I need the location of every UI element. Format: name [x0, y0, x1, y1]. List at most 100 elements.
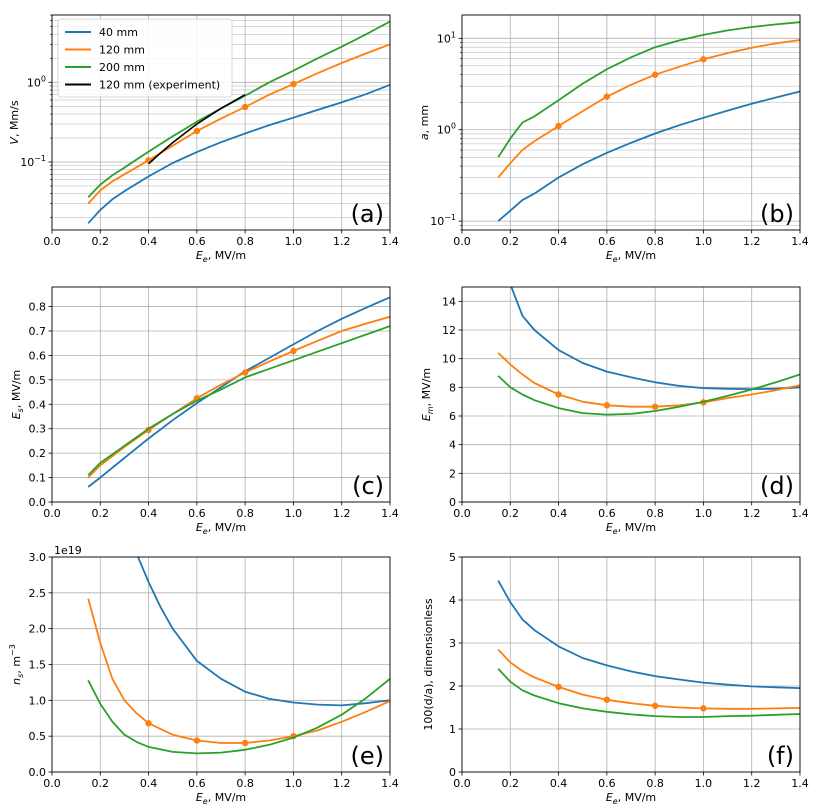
- y-axis-label-group: ns, m−3: [8, 644, 25, 685]
- data-point-marker: [145, 720, 152, 727]
- y-tick-label: 12: [442, 324, 456, 337]
- grid-b: [461, 15, 801, 231]
- legend-label: 40 mm: [99, 26, 138, 39]
- x-tick-label: 1.4: [381, 235, 399, 248]
- series-line-40-mm: [510, 287, 800, 391]
- y-tick-label: 1: [449, 723, 456, 736]
- x-tick-label: 0.8: [236, 777, 254, 790]
- data-point-marker: [193, 737, 201, 744]
- data-point-marker: [290, 347, 297, 355]
- x-tick-label: 1.4: [791, 235, 809, 248]
- x-tick-label: 0.6: [188, 777, 206, 790]
- y-tick-label: 100: [437, 122, 456, 137]
- x-tick-label: 0.2: [92, 507, 110, 520]
- y-tick-label: 101: [437, 30, 456, 45]
- series-line-200-mm: [497, 21, 800, 158]
- x-tick-label: 0.4: [140, 507, 158, 520]
- y-tick-label: 0.4: [29, 398, 47, 411]
- y-tick-label: 0.1: [29, 472, 47, 485]
- y-tick-label: 0: [449, 496, 456, 509]
- legend-box: [57, 18, 233, 98]
- x-tick-label: 1.2: [743, 235, 761, 248]
- panel-label: (d): [760, 472, 794, 500]
- series-line-40-mm: [87, 296, 390, 488]
- y-axis-label-group: Es, MV/m: [10, 370, 25, 420]
- x-tick-label: 0.6: [188, 235, 206, 248]
- y-tick-label: 2: [449, 680, 456, 693]
- x-tick-label: 0.8: [646, 777, 664, 790]
- series-line-200-mm: [87, 678, 390, 755]
- x-tick-label: 0.2: [502, 235, 520, 248]
- panel-d: 0.0 0.2 0.4 0.6 0.8 1.0 1.2 1.4 0 2 4 6 8 10 12 14 Ee, M…: [420, 286, 809, 536]
- x-tick-label: 1.4: [791, 507, 809, 520]
- y-tick-label: 0: [449, 766, 456, 779]
- x-tick-label: 0.6: [188, 507, 206, 520]
- x-tick-label: 0.0: [43, 777, 61, 790]
- y-tick-label: 1.0: [29, 694, 47, 707]
- y-axis-label-group: Em, MV/m: [420, 368, 435, 421]
- series-line-200-mm: [497, 373, 800, 416]
- axes-frame: [461, 286, 801, 503]
- axes-frame: [461, 14, 801, 231]
- y-tick-label: 100: [27, 74, 46, 89]
- y-offset-text: 1e19: [54, 544, 82, 557]
- y-tick-label: 14: [442, 295, 456, 308]
- data-point-marker: [603, 696, 611, 703]
- y-tick-label: 8: [449, 381, 456, 394]
- y-tick-label: 0.5: [29, 730, 47, 743]
- x-axis-label: Ee, MV/m: [196, 249, 246, 264]
- y-axis-label: ns, m−3: [8, 644, 25, 685]
- legend-label: 200 mm: [99, 61, 145, 74]
- x-axis-label: Ee, MV/m: [606, 791, 656, 806]
- y-tick-label: 2.5: [29, 587, 47, 600]
- x-axis-label: Ee, MV/m: [606, 249, 656, 264]
- y-tick-label: 0.5: [29, 374, 47, 387]
- x-tick-label: 0.8: [646, 507, 664, 520]
- x-tick-label: 1.2: [333, 507, 351, 520]
- data-point-marker: [700, 705, 707, 712]
- legend-label: 120 mm: [99, 44, 145, 57]
- legend-label: 120 mm (experiment): [99, 79, 220, 92]
- x-tick-label: 0.0: [43, 235, 61, 248]
- data-point-marker: [651, 702, 659, 709]
- series-line-40-mm: [497, 90, 800, 222]
- panel-label: (a): [351, 200, 384, 228]
- x-tick-label: 0.6: [598, 507, 616, 520]
- panel-label: (c): [352, 472, 384, 500]
- y-tick-label: 0.3: [29, 423, 47, 436]
- series-line-200-mm: [497, 668, 800, 718]
- y-tick-label: 0.8: [29, 301, 47, 314]
- x-tick-label: 1.0: [285, 507, 303, 520]
- y-tick-label: 4: [449, 439, 456, 452]
- y-tick-label: 10−1: [430, 213, 456, 228]
- x-tick-label: 0.8: [236, 235, 254, 248]
- series-group-c: [87, 296, 390, 488]
- x-tick-label: 0.6: [598, 777, 616, 790]
- series-line-120-mm: [497, 648, 800, 710]
- y-tick-label: 0.7: [29, 325, 47, 338]
- data-point-marker: [241, 103, 249, 111]
- panel-c: 0.0 0.2 0.4 0.6 0.8 1.0 1.2 1.4 0.0 0.1 0.2 0.3 0.4 0…: [10, 286, 399, 536]
- data-point-marker: [241, 739, 249, 747]
- y-tick-label: 6: [449, 410, 456, 423]
- x-tick-label: 1.2: [333, 777, 351, 790]
- series-line-120-mm: [87, 43, 390, 205]
- data-point-marker: [241, 369, 249, 376]
- data-point-marker: [603, 402, 611, 409]
- x-axis-label: Ee, MV/m: [196, 521, 246, 536]
- panel-b: 0.0 0.2 0.4 0.6 0.8 1.0 1.2 1.4 10−1 100 101 Ee, MV…: [418, 14, 809, 264]
- data-point-marker: [651, 71, 659, 78]
- y-axis-label-group: 100(d/a), dimensionless: [422, 598, 435, 731]
- x-axis-label: Ee, MV/m: [606, 521, 656, 536]
- series-group-f: [497, 580, 800, 718]
- y-tick-label: 3.0: [29, 551, 47, 564]
- series-group-a: [87, 20, 390, 224]
- series-group-d: [497, 287, 800, 416]
- panel-label: (e): [351, 742, 385, 770]
- x-tick-label: 1.4: [791, 777, 809, 790]
- y-tick-label: 3: [449, 637, 456, 650]
- grid-e: [51, 556, 391, 773]
- series-line-40-mm: [87, 83, 390, 224]
- y-tick-label: 0.0: [29, 766, 47, 779]
